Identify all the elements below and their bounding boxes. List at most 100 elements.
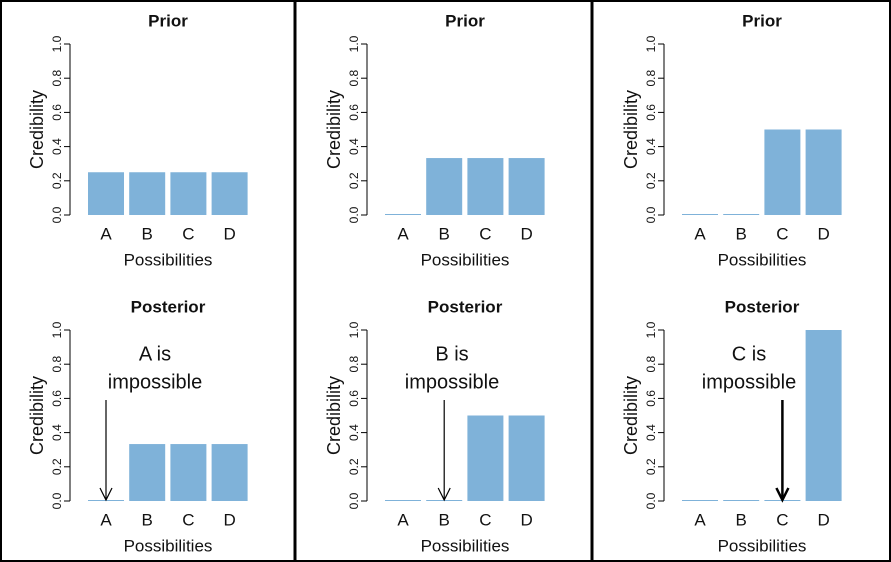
y-tick-label: 0.4 <box>347 424 361 441</box>
y-tick-label: 0.2 <box>347 458 361 475</box>
y-tick-label: 0.6 <box>50 390 64 407</box>
x-tick-label: C <box>479 224 491 243</box>
panel-title: Posterior <box>131 297 206 316</box>
bar <box>170 444 207 501</box>
x-tick-label: B <box>142 510 153 529</box>
annotation: impossible <box>108 371 202 393</box>
x-tick-label: A <box>397 510 409 529</box>
y-tick-label: 0.8 <box>347 356 361 373</box>
x-tick-label: D <box>223 510 235 529</box>
x-tick-label: D <box>520 224 532 243</box>
x-tick-label: C <box>182 224 194 243</box>
y-tick-label: 0.6 <box>347 104 361 121</box>
y-axis-label: Credibility <box>621 90 641 169</box>
x-tick-label: B <box>439 224 450 243</box>
y-tick-label: 0.2 <box>644 458 658 475</box>
x-tick-label: C <box>776 510 788 529</box>
annotation: impossible <box>702 371 796 393</box>
arrow-head <box>437 487 451 502</box>
y-tick-label: 1.0 <box>50 321 64 338</box>
bar <box>805 129 842 215</box>
y-tick-label: 0.0 <box>50 206 64 223</box>
x-tick-label: D <box>223 224 235 243</box>
y-tick-label: 1.0 <box>644 321 658 338</box>
bar <box>426 158 463 215</box>
y-tick-label: 0.6 <box>644 104 658 121</box>
annotation: B is <box>435 343 468 365</box>
x-tick-label: B <box>439 510 450 529</box>
x-tick-label: D <box>817 510 829 529</box>
y-tick-label: 0.8 <box>644 70 658 87</box>
y-axis-label: Credibility <box>27 376 47 455</box>
panel-title: Posterior <box>428 297 503 316</box>
x-tick-label: A <box>694 224 706 243</box>
annotation: A is <box>139 343 171 365</box>
bar <box>467 415 504 501</box>
panel-title: Prior <box>445 11 485 30</box>
bar <box>723 214 760 215</box>
y-tick-label: 0.4 <box>50 424 64 441</box>
x-tick-label: A <box>694 510 706 529</box>
y-axis-label: Credibility <box>324 376 344 455</box>
y-tick-label: 0.6 <box>50 104 64 121</box>
bar <box>129 172 166 215</box>
x-tick-label: C <box>776 224 788 243</box>
bar <box>764 129 801 215</box>
y-tick-label: 0.8 <box>644 356 658 373</box>
bar <box>88 172 124 215</box>
bar <box>467 158 504 215</box>
y-tick-label: 0.8 <box>50 356 64 373</box>
bar <box>211 444 248 501</box>
y-tick-label: 0.2 <box>50 172 64 189</box>
x-tick-label: B <box>736 510 747 529</box>
bar <box>129 444 166 501</box>
x-tick-label: A <box>397 224 409 243</box>
y-tick-label: 0.0 <box>347 206 361 223</box>
x-tick-label: C <box>182 510 194 529</box>
bar <box>805 330 842 501</box>
x-tick-label: A <box>100 224 112 243</box>
bar <box>682 214 718 215</box>
y-tick-label: 0.0 <box>50 492 64 509</box>
y-tick-label: 0.0 <box>347 492 361 509</box>
x-tick-label: B <box>142 224 153 243</box>
y-tick-label: 0.2 <box>644 172 658 189</box>
bar <box>385 214 421 215</box>
x-axis-label: Possibilities <box>718 536 807 555</box>
panel-title: Prior <box>742 11 782 30</box>
y-tick-label: 0.4 <box>644 138 658 155</box>
y-tick-label: 0.6 <box>347 390 361 407</box>
panel-title: Prior <box>148 11 188 30</box>
arrow-head <box>99 487 113 502</box>
panel-title: Posterior <box>725 297 800 316</box>
bar <box>682 500 718 501</box>
x-tick-label: A <box>100 510 112 529</box>
x-axis-label: Possibilities <box>421 536 510 555</box>
x-tick-label: C <box>479 510 491 529</box>
x-axis-label: Possibilities <box>124 536 213 555</box>
y-tick-label: 0.0 <box>644 206 658 223</box>
x-axis-label: Possibilities <box>421 250 510 269</box>
x-axis-label: Possibilities <box>124 250 213 269</box>
bar <box>508 415 545 501</box>
annotation: impossible <box>405 371 499 393</box>
y-tick-label: 0.4 <box>347 138 361 155</box>
bar <box>723 500 760 501</box>
bar <box>508 158 545 215</box>
y-tick-label: 1.0 <box>347 35 361 52</box>
y-tick-label: 0.6 <box>644 390 658 407</box>
bar <box>385 500 421 501</box>
x-tick-label: D <box>520 510 532 529</box>
y-tick-label: 0.8 <box>347 70 361 87</box>
bar <box>170 172 207 215</box>
arrow-head <box>775 487 790 503</box>
y-tick-label: 0.8 <box>50 70 64 87</box>
x-tick-label: B <box>736 224 747 243</box>
y-tick-label: 0.0 <box>644 492 658 509</box>
y-tick-label: 0.4 <box>644 424 658 441</box>
bar <box>211 172 248 215</box>
y-tick-label: 0.4 <box>50 138 64 155</box>
annotation: C is <box>732 343 766 365</box>
y-tick-label: 1.0 <box>347 321 361 338</box>
